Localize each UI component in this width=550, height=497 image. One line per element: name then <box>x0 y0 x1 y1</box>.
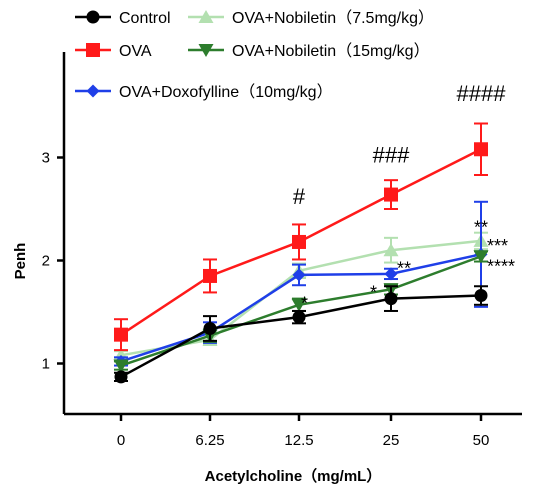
significance-mark: #### <box>457 81 507 106</box>
legend: Control OVA OVA+Doxofylline（10mg/kg） OVA+No… <box>75 9 434 101</box>
significance-mark: ** <box>397 259 411 279</box>
legend-item: OVA+Nobiletin（7.5mg/kg） <box>188 9 434 27</box>
legend-marker <box>198 44 214 57</box>
x-tick-label: 50 <box>473 432 490 449</box>
significance-mark: *** <box>487 236 508 256</box>
significance-mark: ### <box>373 143 410 168</box>
legend-label: Control <box>119 10 171 27</box>
axes: 1 2 3 0 6.25 12.5 25 50 <box>42 52 522 449</box>
legend-item: OVA+Doxofylline（10mg/kg） <box>75 83 333 101</box>
legend-marker <box>198 10 214 23</box>
legend-item: OVA+Nobiletin（15mg/kg） <box>188 42 430 60</box>
legend-marker <box>86 10 100 24</box>
data-point <box>114 327 128 342</box>
annotations: ########************* <box>293 81 515 314</box>
data-point <box>291 298 307 312</box>
significance-mark: * <box>301 294 308 314</box>
data-point <box>292 234 306 249</box>
data-point <box>474 142 488 157</box>
series-ova-doxofylline-10mg-kg- <box>114 200 488 368</box>
data-point <box>384 187 398 202</box>
legend-marker <box>86 43 100 57</box>
x-tick-label: 12.5 <box>284 432 313 449</box>
legend-item: Control <box>75 10 171 27</box>
data-point <box>384 292 398 306</box>
data-point <box>292 310 306 324</box>
legend-item: OVA <box>75 43 152 60</box>
legend-label: OVA+Nobiletin（15mg/kg） <box>232 42 430 60</box>
data-point <box>114 370 128 384</box>
legend-marker <box>86 84 100 98</box>
series-ova <box>114 122 488 352</box>
significance-mark: * <box>370 282 377 302</box>
legend-label: OVA+Nobiletin（7.5mg/kg） <box>232 9 434 27</box>
series-control <box>114 285 488 384</box>
significance-mark: # <box>293 184 306 209</box>
data-point <box>384 267 398 281</box>
data-point <box>473 250 489 264</box>
data-point <box>203 321 217 335</box>
data-point <box>113 359 129 373</box>
significance-mark: ** <box>474 217 488 237</box>
legend-label: OVA+Doxofylline（10mg/kg） <box>119 83 333 101</box>
x-axis-title: Acetylcholine（mg/mL） <box>205 467 382 485</box>
data-point <box>383 243 399 257</box>
significance-mark: **** <box>487 257 515 277</box>
y-tick-label: 2 <box>42 253 50 270</box>
data-point <box>292 268 306 282</box>
x-tick-label: 25 <box>383 432 400 449</box>
y-tick-label: 3 <box>42 150 50 167</box>
legend-label: OVA <box>119 43 152 60</box>
data-point <box>203 268 217 283</box>
y-tick-label: 1 <box>42 356 50 373</box>
y-axis-title: Penh <box>12 243 29 280</box>
x-tick-label: 0 <box>117 432 125 449</box>
data-point <box>474 289 488 303</box>
series-layer <box>113 122 489 384</box>
x-tick-label: 6.25 <box>195 432 224 449</box>
